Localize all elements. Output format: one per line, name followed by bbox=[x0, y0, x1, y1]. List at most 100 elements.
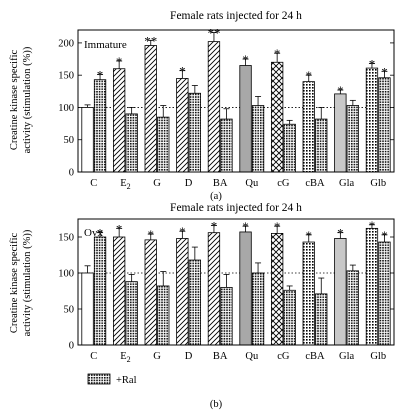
bar-treatment bbox=[270, 232, 284, 346]
panel-a: Female rats injected for 24 h Creatine ki… bbox=[9, 10, 395, 202]
category-label: D bbox=[185, 351, 193, 362]
category-label: G bbox=[153, 351, 161, 362]
category-label-main: Gla bbox=[339, 178, 355, 189]
category-label: BA bbox=[213, 351, 228, 362]
category-label-main: Gla bbox=[339, 351, 355, 362]
category-label: C bbox=[90, 351, 97, 362]
chart-title: Female rats injected for 24 h bbox=[170, 10, 302, 22]
bar-treatment bbox=[239, 231, 252, 346]
category-label: G bbox=[153, 178, 161, 189]
category-label-main: Glb bbox=[370, 351, 386, 362]
bar-treatment bbox=[207, 41, 221, 173]
bar-treatment bbox=[302, 241, 315, 346]
significance-marker: * bbox=[179, 224, 186, 239]
bar-treatment bbox=[81, 107, 94, 173]
bar-ral bbox=[283, 289, 296, 346]
significance-marker: * bbox=[116, 54, 123, 69]
significance-marker: * bbox=[179, 64, 186, 79]
bar-ral bbox=[125, 113, 138, 173]
y-tick-label: 50 bbox=[64, 135, 75, 146]
bar-treatment bbox=[176, 238, 189, 346]
y-axis-label-line-2: activity (stimulation (%)) bbox=[22, 46, 33, 153]
chart-title: Female rats injected for 24 h bbox=[170, 202, 302, 214]
significance-marker: ** bbox=[144, 33, 157, 48]
significance-marker: * bbox=[148, 227, 155, 242]
bar-ral bbox=[220, 286, 233, 346]
bar-treatment bbox=[334, 93, 347, 173]
panel-tag: Ovx bbox=[84, 227, 103, 239]
y-axis-label-line-1: Creatine kinase specific bbox=[9, 50, 20, 151]
category-label-main: E bbox=[120, 351, 126, 362]
legend-label-ral: +Ral bbox=[116, 375, 137, 386]
y-tick-label: 200 bbox=[58, 38, 74, 49]
significance-marker: * bbox=[242, 52, 249, 67]
bar-treatment bbox=[365, 227, 379, 346]
significance-marker: * bbox=[274, 219, 281, 234]
bar-ral bbox=[315, 293, 328, 346]
category-label: E2 bbox=[120, 351, 130, 364]
y-axis-label-line-2: activity (stimulation (%)) bbox=[22, 229, 33, 336]
panel-caption: (b) bbox=[210, 399, 223, 410]
bar-ral bbox=[346, 105, 360, 173]
category-label-main: cG bbox=[277, 178, 290, 189]
category-label: Qu bbox=[245, 178, 259, 189]
bar-ral bbox=[125, 281, 138, 346]
bar-ral bbox=[378, 241, 391, 346]
category-label-main: G bbox=[153, 178, 161, 189]
y-tick-label: 50 bbox=[64, 305, 75, 316]
significance-marker: * bbox=[369, 57, 376, 72]
significance-marker: * bbox=[306, 68, 313, 83]
bar-ral bbox=[315, 118, 328, 173]
y-tick-label: 0 bbox=[69, 341, 74, 352]
category-label-main: C bbox=[90, 178, 97, 189]
significance-marker: * bbox=[306, 228, 313, 243]
bar-treatment bbox=[113, 68, 126, 173]
category-label: Gla bbox=[339, 178, 355, 189]
bar-treatment bbox=[144, 45, 157, 173]
panel-caption: (a) bbox=[210, 191, 222, 202]
bar-ral bbox=[346, 270, 360, 346]
category-label-main: cG bbox=[277, 351, 290, 362]
category-label-main: BA bbox=[213, 351, 228, 362]
y-tick-label: 100 bbox=[58, 103, 74, 114]
bar-treatment bbox=[334, 238, 347, 346]
bar-ral bbox=[157, 116, 170, 173]
bar-ral bbox=[93, 236, 107, 346]
category-label: E2 bbox=[120, 178, 130, 191]
category-label-main: Qu bbox=[245, 178, 259, 189]
category-label-main: cBA bbox=[305, 351, 325, 362]
category-label-main: C bbox=[90, 351, 97, 362]
category-label: cBA bbox=[305, 178, 325, 189]
bar-ral bbox=[283, 123, 296, 173]
category-label: BA bbox=[213, 178, 228, 189]
category-label: Glb bbox=[370, 351, 386, 362]
category-label-main: D bbox=[185, 178, 193, 189]
significance-marker: * bbox=[242, 219, 249, 234]
significance-marker: * bbox=[337, 226, 344, 241]
significance-marker: * bbox=[337, 83, 344, 98]
y-tick-label: 0 bbox=[69, 168, 74, 179]
significance-marker: * bbox=[97, 226, 104, 241]
bar-ral bbox=[378, 77, 391, 173]
category-label: Glb bbox=[370, 178, 386, 189]
plot-frame bbox=[77, 29, 395, 173]
category-label-main: cBA bbox=[305, 178, 325, 189]
bar-treatment bbox=[113, 236, 126, 346]
bar-treatment bbox=[144, 239, 157, 346]
bar-treatment bbox=[176, 78, 189, 173]
bar-treatment bbox=[270, 61, 284, 173]
category-label: cG bbox=[277, 178, 290, 189]
category-label: Qu bbox=[245, 351, 259, 362]
bar-treatment bbox=[239, 65, 252, 173]
y-tick-label: 100 bbox=[58, 269, 74, 280]
legend-swatch-ral bbox=[87, 373, 111, 385]
category-label: cBA bbox=[305, 351, 325, 362]
bar-treatment bbox=[207, 232, 221, 346]
category-label: Gla bbox=[339, 351, 355, 362]
bar-ral bbox=[157, 285, 170, 346]
bar-ral bbox=[251, 105, 265, 173]
category-label-main: E bbox=[120, 178, 126, 189]
bar-ral bbox=[188, 92, 202, 173]
category-label-main: Qu bbox=[245, 351, 259, 362]
